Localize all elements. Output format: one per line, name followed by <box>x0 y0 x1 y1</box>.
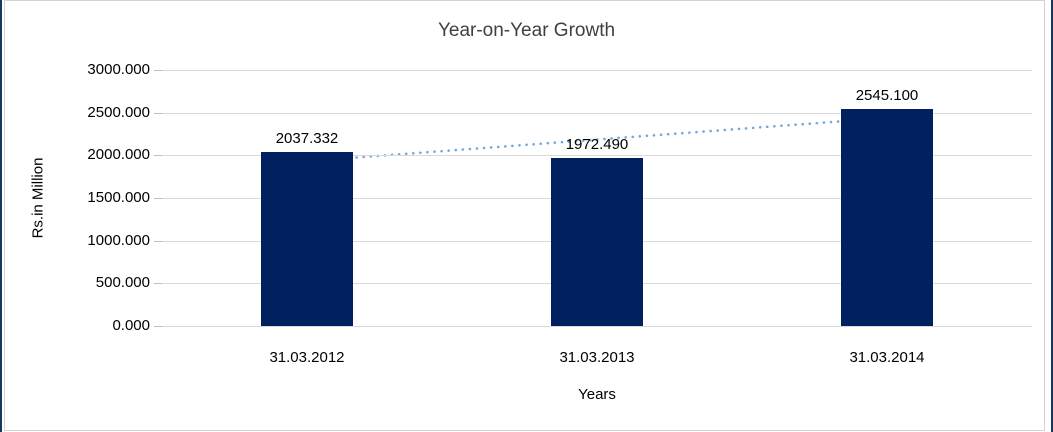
y-axis-tick-label: 1500.000 <box>87 189 150 206</box>
y-axis-tick-label: 0.000 <box>112 317 150 334</box>
data-label: 2545.100 <box>855 86 919 104</box>
y-axis-tickmark <box>154 155 162 157</box>
chart-title: Year-on-Year Growth <box>437 20 616 41</box>
y-axis-tickmark <box>154 283 162 285</box>
x-axis-category-label: 31.03.2013 <box>559 349 635 366</box>
y-axis-tickmark <box>154 70 162 71</box>
bar <box>841 108 933 326</box>
gridline <box>162 326 1032 327</box>
y-axis-tickmark <box>154 240 162 242</box>
gridline <box>162 112 1032 114</box>
y-axis-tick-label: 500.000 <box>95 274 150 292</box>
y-axis-tick-label: 2000.000 <box>87 146 150 164</box>
y-axis-tick-label: 2500.000 <box>87 103 150 121</box>
y-axis-tickmark <box>154 112 162 114</box>
x-axis-category-label: 31.03.2014 <box>849 349 925 366</box>
y-axis-tick-label: 1000.000 <box>87 231 150 249</box>
x-axis-title: Years <box>578 386 616 403</box>
data-label: 1972.490 <box>565 135 629 153</box>
bar <box>261 152 353 326</box>
y-axis-tick-label: 3000.000 <box>87 61 150 78</box>
y-axis-tickmark <box>154 326 162 327</box>
x-axis-category-label: 31.03.2012 <box>269 349 345 366</box>
bar <box>551 157 643 326</box>
data-label: 2037.332 <box>275 130 339 148</box>
gridline <box>162 155 1032 157</box>
gridline <box>162 70 1032 71</box>
y-axis-tickmark <box>154 198 162 199</box>
